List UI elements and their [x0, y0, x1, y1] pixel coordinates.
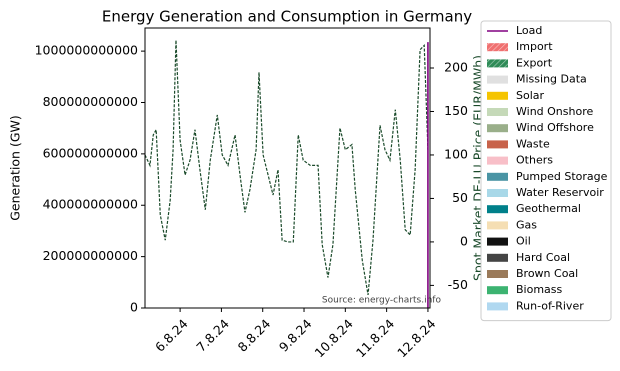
price-line — [144, 40, 429, 296]
legend-label: Others — [516, 154, 553, 167]
legend-frame — [480, 20, 612, 322]
legend-label: Solar — [516, 89, 545, 102]
y-tick-label: 600000000000 — [43, 145, 138, 160]
legend-swatch — [487, 270, 508, 278]
y-axis-label: Generation (GW) — [8, 115, 23, 221]
y2-tick-label: 200 — [444, 60, 468, 75]
legend-label: Export — [516, 56, 553, 69]
y-tick-label: 200000000000 — [43, 248, 138, 263]
legend-label: Wind Offshore — [516, 121, 594, 134]
legend: Load Import Export Missing Data Solar Wind On… — [480, 20, 612, 322]
x-tick-label: 10.8.24 — [312, 316, 356, 360]
y2-tick-label: -50 — [448, 277, 468, 292]
legend-label: Wind Onshore — [516, 105, 593, 118]
legend-swatch — [487, 156, 508, 165]
legend-swatch — [487, 253, 508, 262]
legend-swatch — [487, 237, 508, 246]
plot-frame — [144, 27, 431, 309]
legend-label: Run-of-River — [516, 299, 584, 312]
legend-swatch — [487, 172, 508, 181]
source-note: Source: energy-charts.info — [322, 296, 442, 306]
legend-swatch — [487, 286, 508, 295]
legend-label: Gas — [516, 218, 537, 231]
legend-label: Water Reservoir — [516, 186, 604, 199]
legend-swatch — [487, 221, 508, 230]
legend-swatch — [487, 108, 508, 116]
chart-title: Energy Generation and Consumption in Ger… — [102, 8, 472, 26]
legend-label: Import — [516, 40, 553, 53]
legend-swatch — [487, 59, 508, 68]
y2-tick-label: 50 — [452, 190, 468, 205]
legend-swatch — [487, 43, 508, 52]
legend-label: Biomass — [516, 283, 563, 296]
x-tick-label: 7.8.24 — [193, 316, 232, 355]
legend-swatch — [487, 75, 508, 84]
legend-label: Waste — [516, 137, 550, 150]
legend-label: Pumped Storage — [516, 170, 608, 183]
legend-label: Geothermal — [516, 202, 581, 215]
x-tick-label: 9.8.24 — [276, 316, 315, 355]
legend-label: Load — [516, 24, 542, 37]
y-tick-label: 400000000000 — [43, 197, 138, 212]
legend-label: Oil — [516, 235, 531, 248]
legend-label: Missing Data — [516, 73, 587, 86]
y-tick-label: 1000000000000 — [35, 43, 138, 58]
y2-tick-label: 150 — [444, 103, 468, 118]
y-tick-label: 800000000000 — [43, 94, 138, 109]
x-tick-label: 8.8.24 — [235, 316, 274, 355]
y2-tick-label: 100 — [444, 146, 468, 161]
x-tick-label: 6.8.24 — [152, 316, 191, 355]
y2-tick-label: 0 — [460, 233, 468, 248]
legend-swatch — [487, 189, 508, 197]
y-tick-label: 0 — [130, 300, 138, 315]
legend-swatch — [487, 205, 508, 214]
legend-swatch — [487, 91, 508, 100]
x-tick-label: 12.8.24 — [394, 316, 438, 360]
legend-label: Hard Coal — [516, 251, 570, 264]
x-tick-label: 11.8.24 — [353, 316, 397, 360]
legend-swatch — [487, 124, 508, 133]
legend-swatch — [487, 140, 508, 149]
legend-label: Brown Coal — [516, 267, 578, 280]
legend-swatch — [487, 302, 508, 311]
